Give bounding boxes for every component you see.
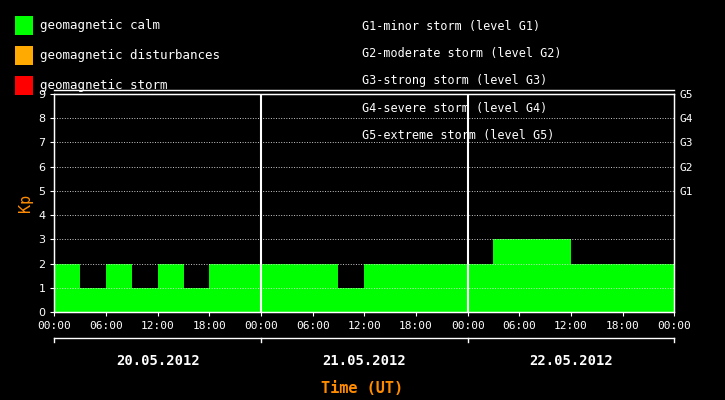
- Text: geomagnetic storm: geomagnetic storm: [40, 79, 167, 92]
- Text: 20.05.2012: 20.05.2012: [116, 354, 199, 368]
- Text: G4-severe storm (level G4): G4-severe storm (level G4): [362, 102, 548, 115]
- Bar: [54, 264, 80, 312]
- Bar: [494, 239, 519, 312]
- Text: Time (UT): Time (UT): [321, 381, 404, 396]
- Bar: [339, 288, 364, 312]
- Bar: [312, 264, 339, 312]
- Bar: [571, 264, 597, 312]
- Bar: [235, 264, 261, 312]
- Text: G1-minor storm (level G1): G1-minor storm (level G1): [362, 20, 541, 33]
- Bar: [287, 264, 312, 312]
- Bar: [261, 264, 287, 312]
- Y-axis label: Kp: Kp: [17, 194, 33, 212]
- Bar: [390, 264, 416, 312]
- Text: 22.05.2012: 22.05.2012: [529, 354, 613, 368]
- Text: 21.05.2012: 21.05.2012: [323, 354, 406, 368]
- Text: G2-moderate storm (level G2): G2-moderate storm (level G2): [362, 47, 562, 60]
- Bar: [416, 264, 442, 312]
- Bar: [623, 264, 648, 312]
- Text: G5-extreme storm (level G5): G5-extreme storm (level G5): [362, 129, 555, 142]
- Bar: [364, 264, 390, 312]
- Text: geomagnetic disturbances: geomagnetic disturbances: [40, 49, 220, 62]
- Text: geomagnetic calm: geomagnetic calm: [40, 19, 160, 32]
- Bar: [106, 264, 132, 312]
- Bar: [132, 288, 157, 312]
- Bar: [442, 264, 468, 312]
- Bar: [545, 239, 571, 312]
- Bar: [597, 264, 623, 312]
- Bar: [519, 239, 545, 312]
- Bar: [80, 288, 106, 312]
- Bar: [183, 288, 210, 312]
- Text: G3-strong storm (level G3): G3-strong storm (level G3): [362, 74, 548, 88]
- Bar: [468, 264, 494, 312]
- Bar: [157, 264, 183, 312]
- Bar: [210, 264, 235, 312]
- Bar: [648, 264, 674, 312]
